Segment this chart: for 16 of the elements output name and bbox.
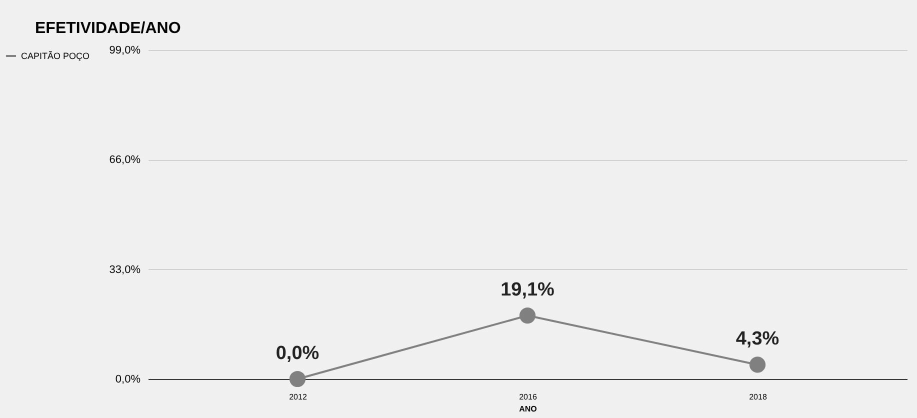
y-tick-label: 66,0% bbox=[109, 154, 141, 166]
x-axis-title: ANO bbox=[519, 404, 537, 414]
point bbox=[519, 307, 536, 324]
point bbox=[289, 370, 306, 388]
legend-label: CAPITÃO POÇO bbox=[21, 51, 90, 61]
x-tick-label: 2012 bbox=[289, 392, 308, 402]
point bbox=[749, 356, 766, 373]
y-tick-label: 0,0% bbox=[115, 374, 141, 386]
data-label: 0,0% bbox=[276, 343, 320, 364]
y-tick-label: 99,0% bbox=[109, 44, 141, 56]
chart-title: EFETIVIDADE/ANO bbox=[35, 20, 181, 37]
data-label: 19,1% bbox=[500, 280, 555, 301]
x-tick-label: 2018 bbox=[749, 392, 768, 402]
y-tick-label: 33,0% bbox=[109, 264, 141, 276]
x-tick-label: 2016 bbox=[519, 392, 538, 402]
data-label: 4,3% bbox=[736, 328, 780, 350]
